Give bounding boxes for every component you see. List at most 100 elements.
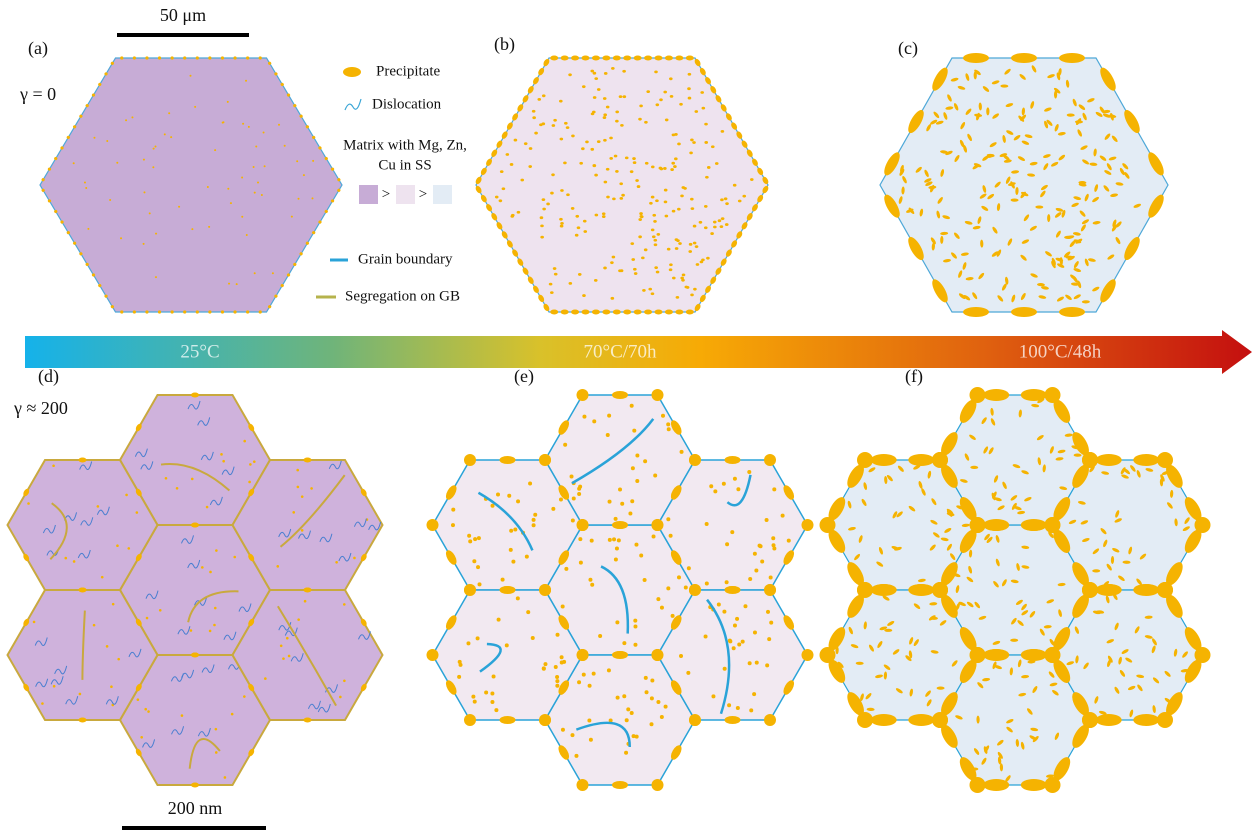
precipitate: [1001, 579, 1007, 587]
precipitate: [214, 727, 218, 731]
dislocation: [80, 517, 94, 526]
sub-boundary: [575, 721, 631, 747]
precipitate: [1068, 519, 1077, 525]
gb-precipitate: [533, 76, 539, 85]
precipitate: [982, 677, 991, 682]
precipitate: [504, 643, 509, 648]
precipitate: [92, 623, 96, 627]
precipitate: [1119, 167, 1125, 176]
precipitate: [110, 685, 113, 689]
precipitate: [1044, 107, 1052, 112]
gb-precipitate: [512, 113, 519, 121]
precipitate: [909, 637, 914, 645]
scale-label: 50 μm: [160, 5, 206, 25]
dislocation: [140, 461, 154, 470]
precipitate: [245, 79, 248, 82]
panel-label: (a): [28, 38, 48, 59]
precipitate: [659, 98, 663, 102]
precipitate: [732, 623, 737, 628]
precipitate: [639, 212, 643, 215]
precipitate: [559, 99, 563, 103]
precipitate: [1073, 453, 1082, 457]
precipitate: [1077, 280, 1082, 289]
precipitate: [936, 210, 941, 219]
precipitate: [1133, 203, 1142, 208]
precipitate: [1099, 106, 1105, 114]
precipitate: [1115, 510, 1120, 518]
precipitate: [252, 460, 256, 463]
precipitate: [764, 517, 769, 522]
precipitate: [1054, 123, 1059, 132]
precipitate: [1114, 686, 1120, 694]
junction-precipitate: [932, 712, 948, 728]
precipitate: [942, 215, 951, 220]
precipitate: [966, 601, 974, 608]
precipitate: [1092, 286, 1100, 292]
gb-precipitate: [1148, 152, 1164, 176]
precipitate: [723, 197, 728, 201]
dislocation: [65, 696, 79, 705]
junction-precipitate: [1044, 777, 1061, 793]
precipitate: [997, 295, 1004, 302]
precipitate: [740, 639, 745, 644]
gb-precipitate: [550, 55, 559, 61]
gb-precipitate: [145, 310, 149, 314]
precipitate: [582, 219, 587, 223]
gb-precipitate: [303, 717, 312, 723]
gb-precipitate: [941, 464, 958, 488]
precipitate: [622, 69, 626, 73]
precipitate: [1046, 599, 1055, 604]
gb-precipitate: [783, 550, 795, 565]
precipitate: [607, 499, 612, 504]
swatch: [396, 185, 415, 204]
precipitate: [575, 214, 580, 218]
gb-precipitate: [633, 55, 642, 61]
gb-precipitate: [543, 58, 550, 67]
precipitate: [650, 165, 655, 169]
precipitate: [1021, 565, 1030, 569]
panel-label: (c): [898, 38, 918, 59]
precipitate: [630, 242, 635, 246]
precipitate: [652, 213, 657, 217]
precipitate: [884, 628, 893, 632]
precipitate: [908, 650, 913, 659]
precipitate: [1100, 528, 1107, 535]
precipitate: [863, 482, 868, 491]
gb-precipitate: [135, 423, 142, 432]
junction-precipitate: [801, 649, 814, 661]
gb-precipitate: [248, 748, 255, 757]
precipitate: [638, 218, 643, 221]
dislocation: [317, 703, 331, 713]
precipitate: [704, 581, 709, 586]
precipitate: [1058, 609, 1062, 618]
precipitate: [663, 704, 668, 709]
precipitate: [564, 121, 568, 125]
precipitate: [1127, 685, 1136, 691]
precipitate: [1084, 258, 1089, 267]
gb-precipitate: [1133, 584, 1160, 596]
precipitate: [919, 208, 924, 217]
precipitate: [501, 187, 506, 191]
gb-precipitate: [499, 716, 516, 724]
gb-precipitate: [299, 252, 303, 256]
gb-precipitate: [725, 249, 732, 257]
precipitate: [87, 227, 90, 230]
strain-label: γ ≈ 200: [13, 398, 68, 418]
precipitate: [509, 163, 514, 166]
precipitate: [1001, 283, 1007, 291]
precipitate: [1096, 610, 1105, 614]
precipitate: [644, 120, 648, 124]
gb-precipitate: [305, 241, 309, 245]
precipitate: [624, 750, 629, 755]
precipitate: [692, 141, 696, 144]
precipitate: [668, 268, 673, 272]
precipitate: [565, 126, 570, 130]
precipitate: [279, 644, 283, 648]
grain: [39, 57, 343, 313]
precipitate: [1019, 74, 1026, 80]
gb-precipitate: [654, 309, 663, 315]
precipitate: [571, 134, 575, 138]
gb-precipitate: [963, 53, 989, 63]
precipitate: [991, 251, 999, 257]
precipitate: [509, 528, 514, 533]
